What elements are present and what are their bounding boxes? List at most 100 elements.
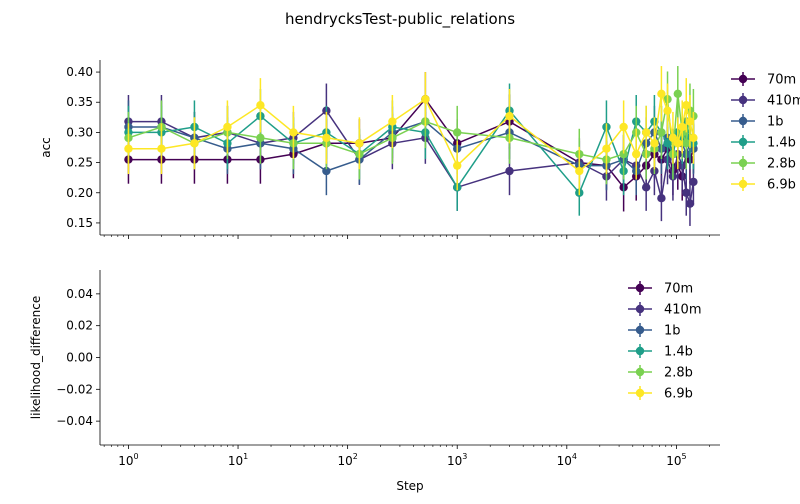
y-tick-label: 0.30	[66, 125, 93, 139]
y-tick-label: 0.20	[66, 186, 93, 200]
x-tick-exponent: 1	[243, 452, 248, 461]
series-1.4b	[124, 83, 698, 216]
x-tick-exponent: 5	[681, 452, 686, 461]
data-point	[256, 101, 265, 110]
data-point	[632, 149, 641, 159]
data-point	[685, 117, 695, 126]
acc-y-axis-label: acc	[39, 137, 53, 158]
data-point	[505, 166, 514, 176]
x-tick-label: 100	[118, 452, 138, 468]
legend-label: 1b	[664, 324, 681, 339]
legend-label: 1.4b	[767, 136, 796, 151]
data-point	[673, 89, 682, 98]
data-point	[657, 128, 666, 137]
data-point	[685, 199, 695, 208]
data-point	[682, 188, 691, 197]
legend-marker	[635, 325, 645, 335]
legend-marker	[635, 283, 645, 293]
acc-x-ticks	[103, 235, 710, 239]
x-tick-base: 10	[557, 454, 572, 468]
y-tick-label: 0.02	[66, 319, 93, 333]
y-tick-label: 0.40	[66, 65, 93, 79]
data-point	[641, 128, 651, 137]
series-2.8b	[124, 66, 698, 185]
data-point	[673, 139, 682, 148]
x-axis-label: Step	[396, 479, 423, 493]
x-tick-exponent: 3	[462, 452, 467, 461]
acc-legend: 70m 410m 1b 1.4b 2.8b 6.9b	[731, 72, 800, 193]
legend-marker	[738, 179, 748, 189]
data-point	[322, 166, 331, 176]
data-point	[641, 183, 651, 192]
ld-y-ticks: −0.04 −0.02 0.00 0.02 0.04	[56, 287, 100, 428]
legend-label: 2.8b	[664, 366, 693, 381]
data-point	[256, 133, 265, 143]
x-tick-exponent: 4	[572, 452, 577, 461]
y-tick-label: 0.15	[66, 216, 93, 230]
ld-legend: 70m 410m 1b 1.4b 2.8b 6.9b	[628, 281, 701, 402]
data-point	[663, 106, 672, 115]
series-1b	[124, 95, 698, 196]
data-point	[388, 117, 397, 126]
data-point	[682, 139, 691, 148]
data-point	[619, 149, 628, 159]
data-point	[657, 89, 666, 98]
data-point	[668, 133, 678, 143]
data-point	[223, 122, 232, 132]
data-point	[190, 139, 199, 148]
data-point	[505, 111, 514, 121]
ld-x-ticks: 100 101 102 103 104 105	[103, 445, 710, 468]
acc-series-layer	[124, 66, 698, 226]
legend-marker	[738, 158, 748, 168]
ld-y-axis-label: likelihood_difference	[29, 296, 43, 419]
y-tick-label: 0.35	[66, 95, 93, 109]
y-tick-label: 0.00	[66, 351, 93, 365]
x-tick-base: 10	[228, 454, 243, 468]
data-point	[619, 122, 628, 132]
x-tick-base: 10	[337, 454, 352, 468]
data-point	[650, 139, 659, 148]
x-tick-exponent: 2	[353, 452, 358, 461]
x-tick-base: 10	[118, 454, 133, 468]
data-point	[678, 122, 687, 132]
data-point	[575, 166, 584, 176]
legend-label: 6.9b	[664, 387, 693, 402]
data-point	[289, 128, 298, 137]
data-point	[689, 177, 698, 187]
legend-marker	[635, 304, 645, 314]
acc-panel: 0.15 0.20 0.25 0.30 0.35 0.40 acc 70m 410m 1b 1.…	[39, 60, 800, 239]
y-tick-label: 0.04	[66, 287, 93, 301]
series-line	[128, 93, 695, 161]
data-point	[657, 193, 666, 203]
figure-title: hendrycksTest-public_relations	[285, 10, 515, 29]
data-point	[453, 161, 462, 170]
y-tick-label: −0.02	[56, 382, 93, 396]
x-tick-label: 102	[337, 452, 357, 468]
legend-marker	[635, 367, 645, 377]
legend-marker	[738, 137, 748, 147]
data-point	[602, 144, 611, 153]
series-410m	[124, 83, 698, 226]
data-point	[453, 128, 462, 137]
data-point	[421, 95, 430, 104]
x-tick-base: 10	[666, 454, 681, 468]
data-point	[157, 144, 166, 153]
legend-label: 1b	[767, 115, 784, 130]
legend-label: 70m	[767, 73, 796, 88]
likelihood-difference-panel: −0.04−0.020.000.020.04 100 101 102 103 104 10…	[29, 270, 720, 493]
legend-label: 6.9b	[767, 178, 796, 193]
legend-label: 410m	[664, 303, 701, 318]
x-tick-label: 104	[557, 452, 577, 468]
series-6.9b	[124, 66, 698, 196]
data-point	[124, 144, 133, 153]
legend-label: 70m	[664, 282, 693, 297]
legend-marker	[738, 116, 748, 126]
x-tick-label: 103	[447, 452, 467, 468]
x-tick-exponent: 0	[134, 452, 139, 461]
data-point	[663, 139, 672, 148]
legend-marker	[738, 95, 748, 105]
y-tick-label: 0.25	[66, 156, 93, 170]
legend-label: 410m	[767, 94, 800, 109]
